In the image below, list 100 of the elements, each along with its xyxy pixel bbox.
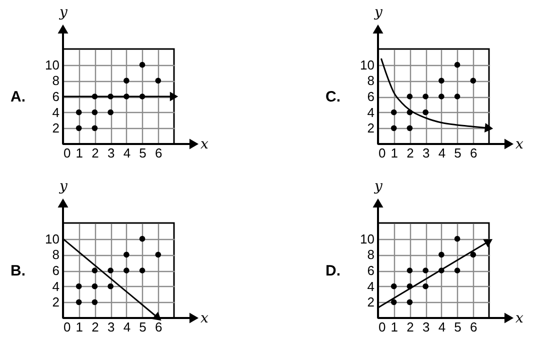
x-tick-label: 0 [64, 146, 71, 160]
point [108, 283, 114, 290]
x-tick-label: 1 [76, 320, 83, 334]
x-tick-label: 2 [406, 146, 414, 160]
y-tick-label: 6 [367, 89, 374, 104]
x-tick-label: 6 [470, 320, 478, 334]
point [406, 125, 413, 132]
point [454, 62, 460, 68]
point [406, 268, 413, 274]
point [438, 252, 444, 258]
y-tick-label: 2 [367, 120, 374, 136]
point [92, 283, 98, 290]
y-axis-title: y [374, 178, 384, 194]
x-tick-label: 3 [107, 320, 115, 334]
point [422, 268, 428, 274]
y-tick-label: 8 [52, 73, 60, 88]
point [124, 78, 130, 84]
point [422, 109, 428, 116]
point [390, 109, 397, 116]
y-tick-label: 10 [360, 57, 374, 72]
x-tick-label: 1 [76, 146, 83, 160]
y-tick-label: 4 [52, 104, 60, 120]
point [470, 252, 476, 258]
y-tick-label: 8 [367, 73, 374, 88]
point [139, 268, 146, 274]
point [390, 283, 397, 290]
point [422, 283, 428, 290]
x-tick-label: 4 [123, 146, 131, 160]
y-tick-label: 10 [360, 231, 374, 246]
x-tick-label: 4 [438, 146, 446, 160]
point [422, 94, 428, 100]
y-tick-label: 10 [45, 231, 60, 246]
x-tick-label: 0 [378, 320, 386, 334]
point [155, 252, 162, 258]
x-tick-label: 2 [92, 320, 99, 334]
point [139, 62, 146, 68]
x-tick-label: 1 [390, 146, 398, 160]
point [438, 94, 444, 100]
text: D. [326, 262, 341, 280]
x-tick-label: 6 [155, 146, 162, 160]
x-tick-label: 6 [155, 320, 162, 334]
x-tick-label: 0 [378, 146, 386, 160]
point [390, 125, 397, 132]
point [406, 94, 413, 100]
point [406, 299, 413, 306]
point [76, 109, 82, 116]
y-tick-label: 4 [367, 278, 374, 294]
x-tick-label: 1 [390, 320, 398, 334]
y-tick-label: 8 [52, 247, 60, 262]
x-tick-label: 5 [139, 146, 146, 160]
point [454, 236, 460, 242]
x-tick-label: 0 [64, 320, 71, 334]
text: C. [326, 88, 341, 106]
x-tick-label: 5 [139, 320, 146, 334]
text: A. [10, 88, 26, 106]
y-tick-label: 4 [367, 104, 374, 120]
point [454, 94, 460, 100]
y-tick-label: 2 [367, 294, 374, 310]
point [92, 299, 98, 306]
x-tick-label: 4 [123, 320, 131, 334]
point [76, 125, 82, 132]
y-tick-label: 4 [52, 278, 60, 294]
y-tick-label: 10 [45, 57, 60, 72]
y-tick-label: 8 [367, 247, 374, 262]
x-tick-label: 5 [454, 320, 462, 334]
point [124, 268, 130, 274]
point [155, 78, 162, 84]
y-tick-label: 2 [52, 294, 60, 310]
y-axis-title: y [58, 4, 69, 20]
x-tick-label: 3 [422, 320, 430, 334]
y-axis-title: y [374, 4, 384, 20]
x-axis-title: x [200, 310, 208, 326]
y-axis-title: y [58, 178, 69, 194]
x-tick-label: 3 [107, 146, 115, 160]
point [454, 268, 460, 274]
y-tick-label: 6 [52, 89, 60, 104]
point [124, 252, 130, 258]
x-tick-label: 5 [454, 146, 462, 160]
point [108, 268, 114, 274]
point [108, 109, 114, 116]
x-axis-title: x [516, 310, 524, 326]
text: B. [10, 262, 26, 280]
point [76, 283, 82, 290]
y-tick-label: 6 [367, 263, 374, 278]
x-tick-label: 2 [92, 146, 99, 160]
point [390, 299, 397, 306]
point [92, 268, 98, 274]
point [470, 78, 476, 84]
x-tick-label: 4 [438, 320, 446, 334]
point [139, 236, 146, 242]
x-tick-label: 3 [422, 146, 430, 160]
x-tick-label: 2 [406, 320, 414, 334]
x-axis-title: x [516, 136, 524, 152]
y-tick-label: 6 [52, 263, 60, 278]
point [76, 299, 82, 306]
point [92, 125, 98, 132]
y-tick-label: 2 [52, 120, 60, 136]
point [92, 109, 98, 116]
x-axis-title: x [200, 136, 208, 152]
x-tick-label: 6 [470, 146, 478, 160]
